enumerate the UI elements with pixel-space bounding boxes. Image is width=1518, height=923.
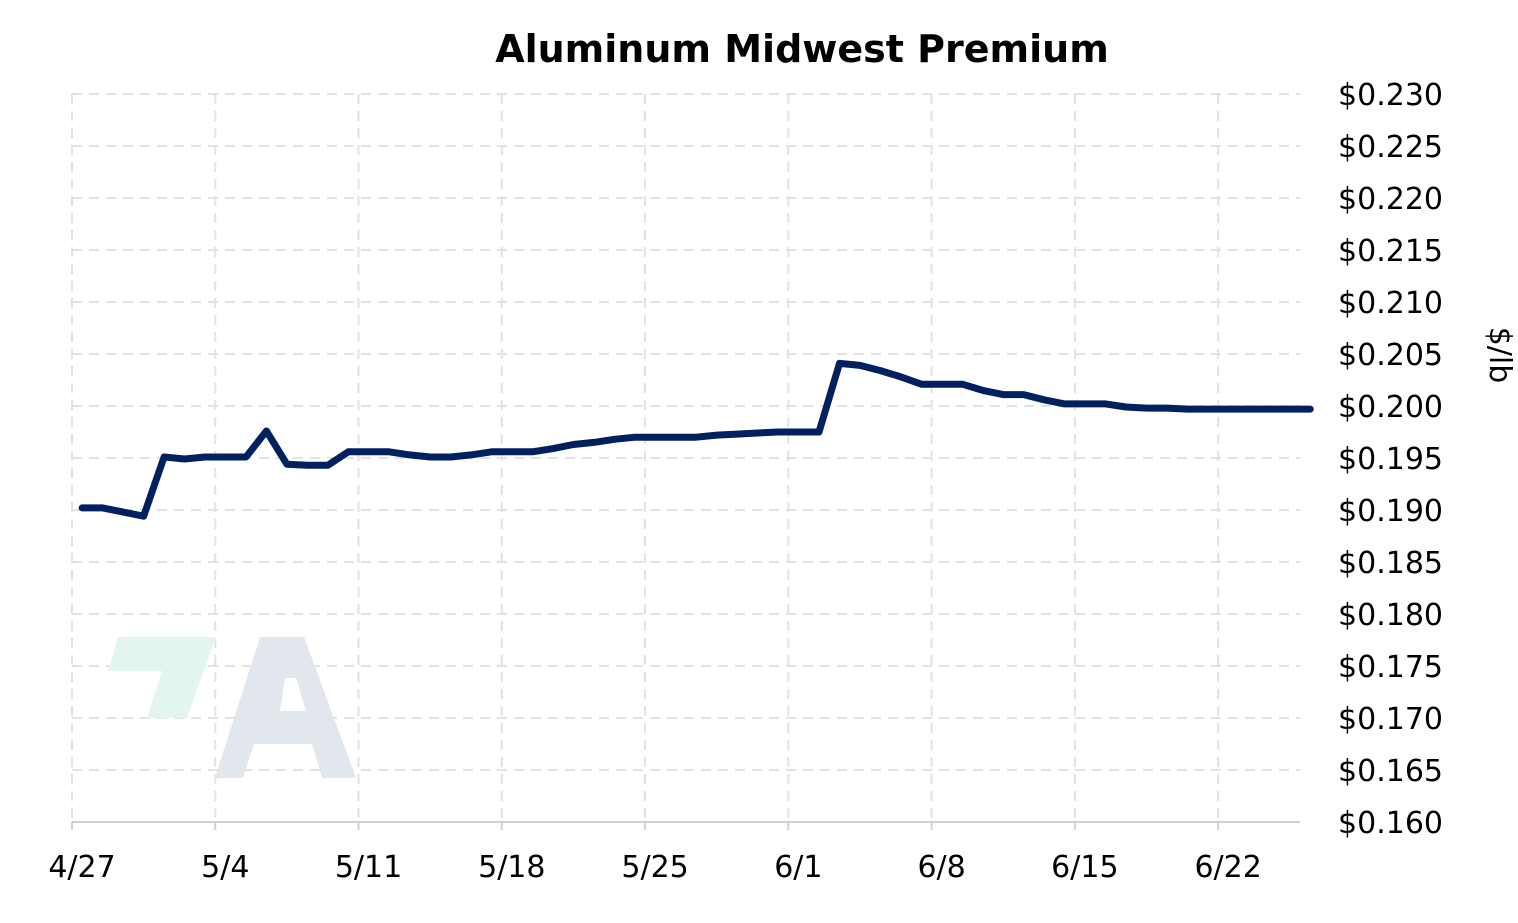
y-tick-label: $0.170 xyxy=(1338,702,1443,737)
y-tick-label: $0.160 xyxy=(1338,806,1443,841)
y-tick-label: $0.185 xyxy=(1338,546,1443,581)
y-axis-ticks: $0.230 $0.225 $0.220 $0.215 $0.210 $0.205 $0.2… xyxy=(1338,78,1443,841)
series-group xyxy=(78,359,1314,520)
y-tick-label: $0.180 xyxy=(1338,598,1443,633)
watermark-logo xyxy=(108,637,356,778)
watermark-letter-icon xyxy=(215,637,356,778)
y-tick-label: $0.205 xyxy=(1338,338,1443,373)
y-tick-label: $0.175 xyxy=(1338,650,1443,685)
x-tick-label: 5/4 xyxy=(201,850,249,885)
x-tick-label: 5/18 xyxy=(478,850,545,885)
y-tick-label: $0.220 xyxy=(1338,182,1443,217)
x-tick-label: 6/1 xyxy=(774,850,822,885)
x-tick-label: 6/8 xyxy=(917,850,965,885)
y-tick-label: $0.200 xyxy=(1338,390,1443,425)
series-line xyxy=(78,359,1314,520)
y-tick-label: $0.215 xyxy=(1338,234,1443,269)
x-axis-ticks: 4/27 5/4 5/11 5/18 5/25 6/1 6/8 6/15 6/22 xyxy=(48,822,1262,885)
y-tick-label: $0.210 xyxy=(1338,286,1443,321)
chart-title: Aluminum Midwest Premium xyxy=(495,27,1109,71)
x-tick-label: 6/22 xyxy=(1194,850,1261,885)
y-tick-label: $0.195 xyxy=(1338,442,1443,477)
y-tick-label: $0.165 xyxy=(1338,754,1443,789)
y-tick-label: $0.190 xyxy=(1338,494,1443,529)
watermark-accent-shape xyxy=(108,637,216,718)
y-tick-label: $0.225 xyxy=(1338,130,1443,165)
y-tick-label: $0.230 xyxy=(1338,78,1443,113)
y-axis-label: $/lb xyxy=(1482,327,1517,384)
x-tick-label: 5/11 xyxy=(335,850,402,885)
x-tick-label: 5/25 xyxy=(621,850,688,885)
x-tick-label: 4/27 xyxy=(48,850,115,885)
x-tick-label: 6/15 xyxy=(1051,850,1118,885)
